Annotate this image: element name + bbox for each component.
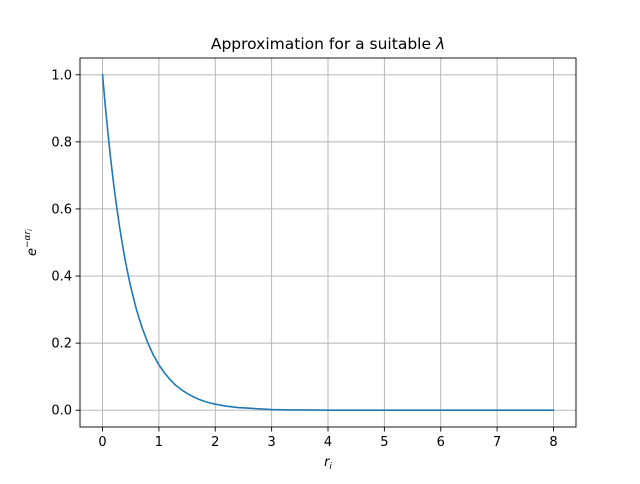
x-tick-label: 4 xyxy=(324,435,332,450)
x-axis-label-subscript: i xyxy=(329,462,332,472)
y-tick-label: 0.8 xyxy=(51,135,72,150)
x-tick-label: 0 xyxy=(98,435,106,450)
y-axis-label-superscript-subscript: i xyxy=(26,229,34,231)
y-tick-label: 0.2 xyxy=(51,337,72,352)
x-tick-label: 1 xyxy=(155,435,163,450)
y-axis-label-superscript: −αr xyxy=(23,230,33,248)
grid-layer xyxy=(80,58,576,427)
chart-title-text: Approximation for a suitable xyxy=(211,35,436,53)
x-axis-label-base: r xyxy=(324,455,331,470)
x-tick-label: 6 xyxy=(437,435,445,450)
series-layer xyxy=(101,73,555,412)
chart-title-symbol: λ xyxy=(435,35,445,53)
x-tick-label: 8 xyxy=(549,435,557,450)
ticks-layer: 0 1 2 3 4 5 6 7 8 0.0 0.2 0.4 0.6 0.8 1.0 xyxy=(51,68,557,450)
x-axis-label: ri xyxy=(324,455,332,472)
x-tick-label: 3 xyxy=(267,435,275,450)
y-axis-label: e−αri xyxy=(23,229,40,256)
chart-title: Approximation for a suitable λ xyxy=(211,35,445,53)
series-line-0 xyxy=(101,73,555,412)
x-tick-label: 2 xyxy=(211,435,219,450)
y-tick-label: 0.4 xyxy=(51,270,72,285)
x-tick-label: 5 xyxy=(380,435,388,450)
y-tick-label: 0.6 xyxy=(51,202,72,217)
x-tick-label: 7 xyxy=(493,435,501,450)
y-tick-label: 0.0 xyxy=(51,404,72,419)
y-axis-label-base: e xyxy=(25,248,40,256)
y-tick-label: 1.0 xyxy=(51,68,72,83)
